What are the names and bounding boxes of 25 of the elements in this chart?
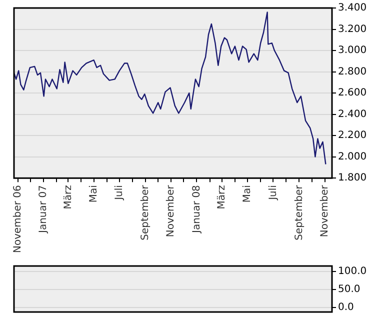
x-tick-label: Mai (242, 185, 254, 203)
y-tick-label: 3.000 (338, 45, 367, 56)
x-tick-label: September (140, 184, 152, 240)
x-tick-label: November (166, 184, 177, 238)
y-tick-label: 2.000 (338, 151, 367, 162)
y-tick-label: 1.800 (338, 172, 367, 184)
y-tick-label: 2.200 (338, 130, 367, 142)
y-tick-label: 2.400 (338, 108, 367, 120)
x-tick-label: Juli (114, 185, 126, 201)
x-tick-label: März (62, 185, 74, 210)
x-tick-label: Mai (88, 185, 100, 203)
x-tick-label: November (319, 184, 330, 238)
y-tick-label: 100.0 (338, 266, 367, 278)
y-tick-label: 2.800 (338, 66, 367, 78)
x-tick-label: Januar 07 (38, 185, 49, 234)
x-tick-label: Juli (268, 185, 279, 201)
x-tick-label: März (216, 185, 228, 210)
y-tick-label: 0.0 (338, 302, 354, 314)
y-tick-label: 3.400 (338, 2, 367, 14)
y-tick-label: 2.600 (338, 88, 367, 99)
y-tick-label: 50.0 (338, 284, 360, 296)
x-tick-label: November 06 (12, 185, 24, 254)
x-tick-label: Januar 08 (191, 185, 202, 234)
x-tick-label: September (294, 184, 305, 240)
y-tick-label: 3.200 (338, 24, 367, 35)
